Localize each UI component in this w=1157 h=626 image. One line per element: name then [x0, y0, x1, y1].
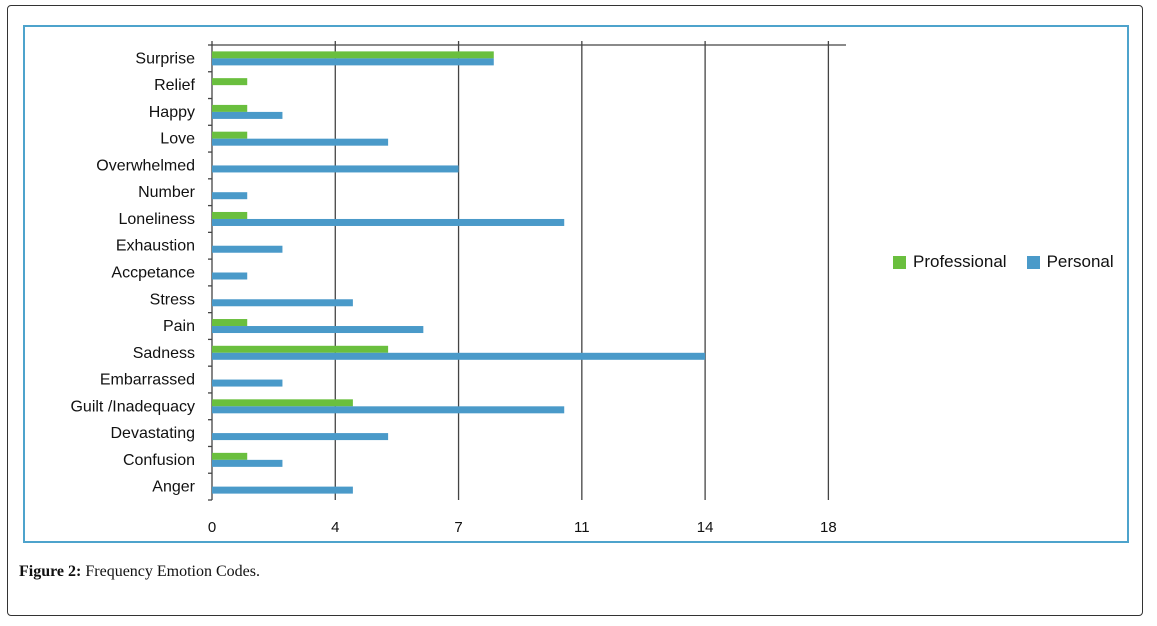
bar-personal-16 — [212, 486, 353, 494]
y-category-label-4: Overwhelmed — [96, 157, 195, 174]
bar-personal-0 — [212, 58, 494, 66]
y-category-label-0: Surprise — [135, 50, 195, 67]
bar-personal-5 — [212, 192, 248, 200]
legend-label-personal: Personal — [1046, 252, 1114, 271]
y-category-label-12: Embarrassed — [100, 372, 195, 389]
bar-professional-15 — [212, 452, 248, 460]
caption-label: Figure 2: — [19, 563, 82, 580]
x-tick-label-5: 18 — [820, 519, 837, 536]
y-category-label-7: Exhaustion — [116, 238, 195, 255]
x-tick-label-3: 11 — [574, 519, 590, 536]
chart-frame — [23, 25, 1129, 543]
legend-label-professional: Professional — [913, 252, 1007, 271]
bar-personal-15 — [212, 459, 283, 467]
legend: Professional Personal — [893, 252, 1134, 272]
bar-personal-10 — [212, 326, 424, 334]
y-category-label-10: Pain — [163, 318, 195, 335]
legend-swatch-personal — [1026, 255, 1040, 269]
y-category-label-16: Anger — [152, 479, 195, 496]
y-category-label-5: Number — [138, 184, 196, 201]
legend-swatch-professional — [893, 255, 906, 269]
bar-professional-3 — [212, 131, 248, 139]
bar-professional-13 — [212, 399, 353, 407]
legend-item-personal: Personal — [1026, 252, 1114, 272]
bar-personal-4 — [212, 165, 459, 173]
bar-professional-2 — [212, 104, 248, 112]
y-category-label-8: Accpetance — [111, 265, 195, 282]
bar-personal-9 — [212, 299, 353, 307]
y-category-label-9: Stress — [150, 291, 195, 308]
x-tick-label-1: 4 — [331, 519, 339, 536]
y-category-label-13: Guilt /Inadequacy — [70, 398, 195, 415]
bar-professional-1 — [212, 78, 248, 86]
x-tick-label-0: 0 — [208, 519, 216, 536]
legend-item-professional: Professional — [893, 252, 1007, 272]
bar-personal-2 — [212, 111, 283, 119]
x-tick-label-2: 7 — [454, 519, 462, 536]
y-category-label-14: Devastating — [111, 425, 196, 442]
y-category-label-1: Relief — [154, 77, 195, 94]
y-category-label-6: Loneliness — [119, 211, 196, 228]
bar-personal-8 — [212, 272, 248, 280]
bar-personal-12 — [212, 379, 283, 387]
bar-professional-10 — [212, 319, 248, 327]
bar-professional-6 — [212, 211, 248, 219]
bar-professional-0 — [212, 51, 494, 59]
bar-personal-6 — [212, 218, 565, 226]
figure-frame — [7, 5, 1143, 616]
y-category-label-11: Sadness — [133, 345, 195, 362]
figure-caption: Figure 2: Frequency Emotion Codes. — [19, 563, 260, 581]
caption-text: Frequency Emotion Codes. — [85, 563, 260, 580]
y-category-label-2: Happy — [149, 104, 195, 121]
y-category-label-3: Love — [160, 131, 195, 148]
x-tick-label-4: 14 — [697, 519, 714, 536]
bar-personal-7 — [212, 245, 283, 253]
y-category-label-15: Confusion — [123, 452, 195, 469]
bar-professional-11 — [212, 345, 389, 353]
bar-personal-14 — [212, 433, 389, 441]
bar-personal-11 — [212, 352, 706, 360]
bar-personal-3 — [212, 138, 389, 146]
bar-personal-13 — [212, 406, 565, 414]
